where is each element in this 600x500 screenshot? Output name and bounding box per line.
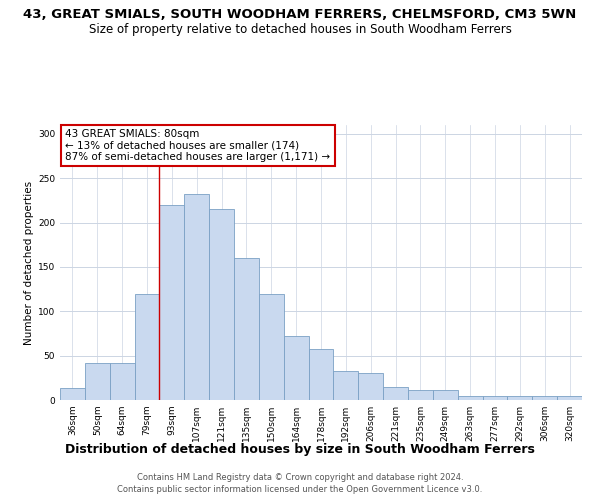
Bar [334, 370, 358, 400]
Bar [482, 396, 508, 400]
Bar [85, 362, 110, 400]
Bar [134, 294, 160, 400]
Bar [408, 390, 433, 400]
Bar [508, 396, 532, 400]
Bar [284, 336, 308, 400]
Bar [557, 396, 582, 400]
Bar [433, 390, 458, 400]
Text: 43 GREAT SMIALS: 80sqm
← 13% of detached houses are smaller (174)
87% of semi-de: 43 GREAT SMIALS: 80sqm ← 13% of detached… [65, 129, 331, 162]
Bar [60, 388, 85, 400]
Text: Distribution of detached houses by size in South Woodham Ferrers: Distribution of detached houses by size … [65, 442, 535, 456]
Bar [532, 396, 557, 400]
Bar [110, 362, 134, 400]
Bar [308, 348, 334, 400]
Bar [458, 396, 482, 400]
Bar [259, 294, 284, 400]
Bar [209, 210, 234, 400]
Bar [160, 205, 184, 400]
Bar [383, 386, 408, 400]
Text: Contains HM Land Registry data © Crown copyright and database right 2024.
Contai: Contains HM Land Registry data © Crown c… [118, 472, 482, 494]
Y-axis label: Number of detached properties: Number of detached properties [24, 180, 34, 344]
Text: Size of property relative to detached houses in South Woodham Ferrers: Size of property relative to detached ho… [89, 22, 511, 36]
Text: 43, GREAT SMIALS, SOUTH WOODHAM FERRERS, CHELMSFORD, CM3 5WN: 43, GREAT SMIALS, SOUTH WOODHAM FERRERS,… [23, 8, 577, 20]
Bar [234, 258, 259, 400]
Bar [184, 194, 209, 400]
Bar [358, 374, 383, 400]
